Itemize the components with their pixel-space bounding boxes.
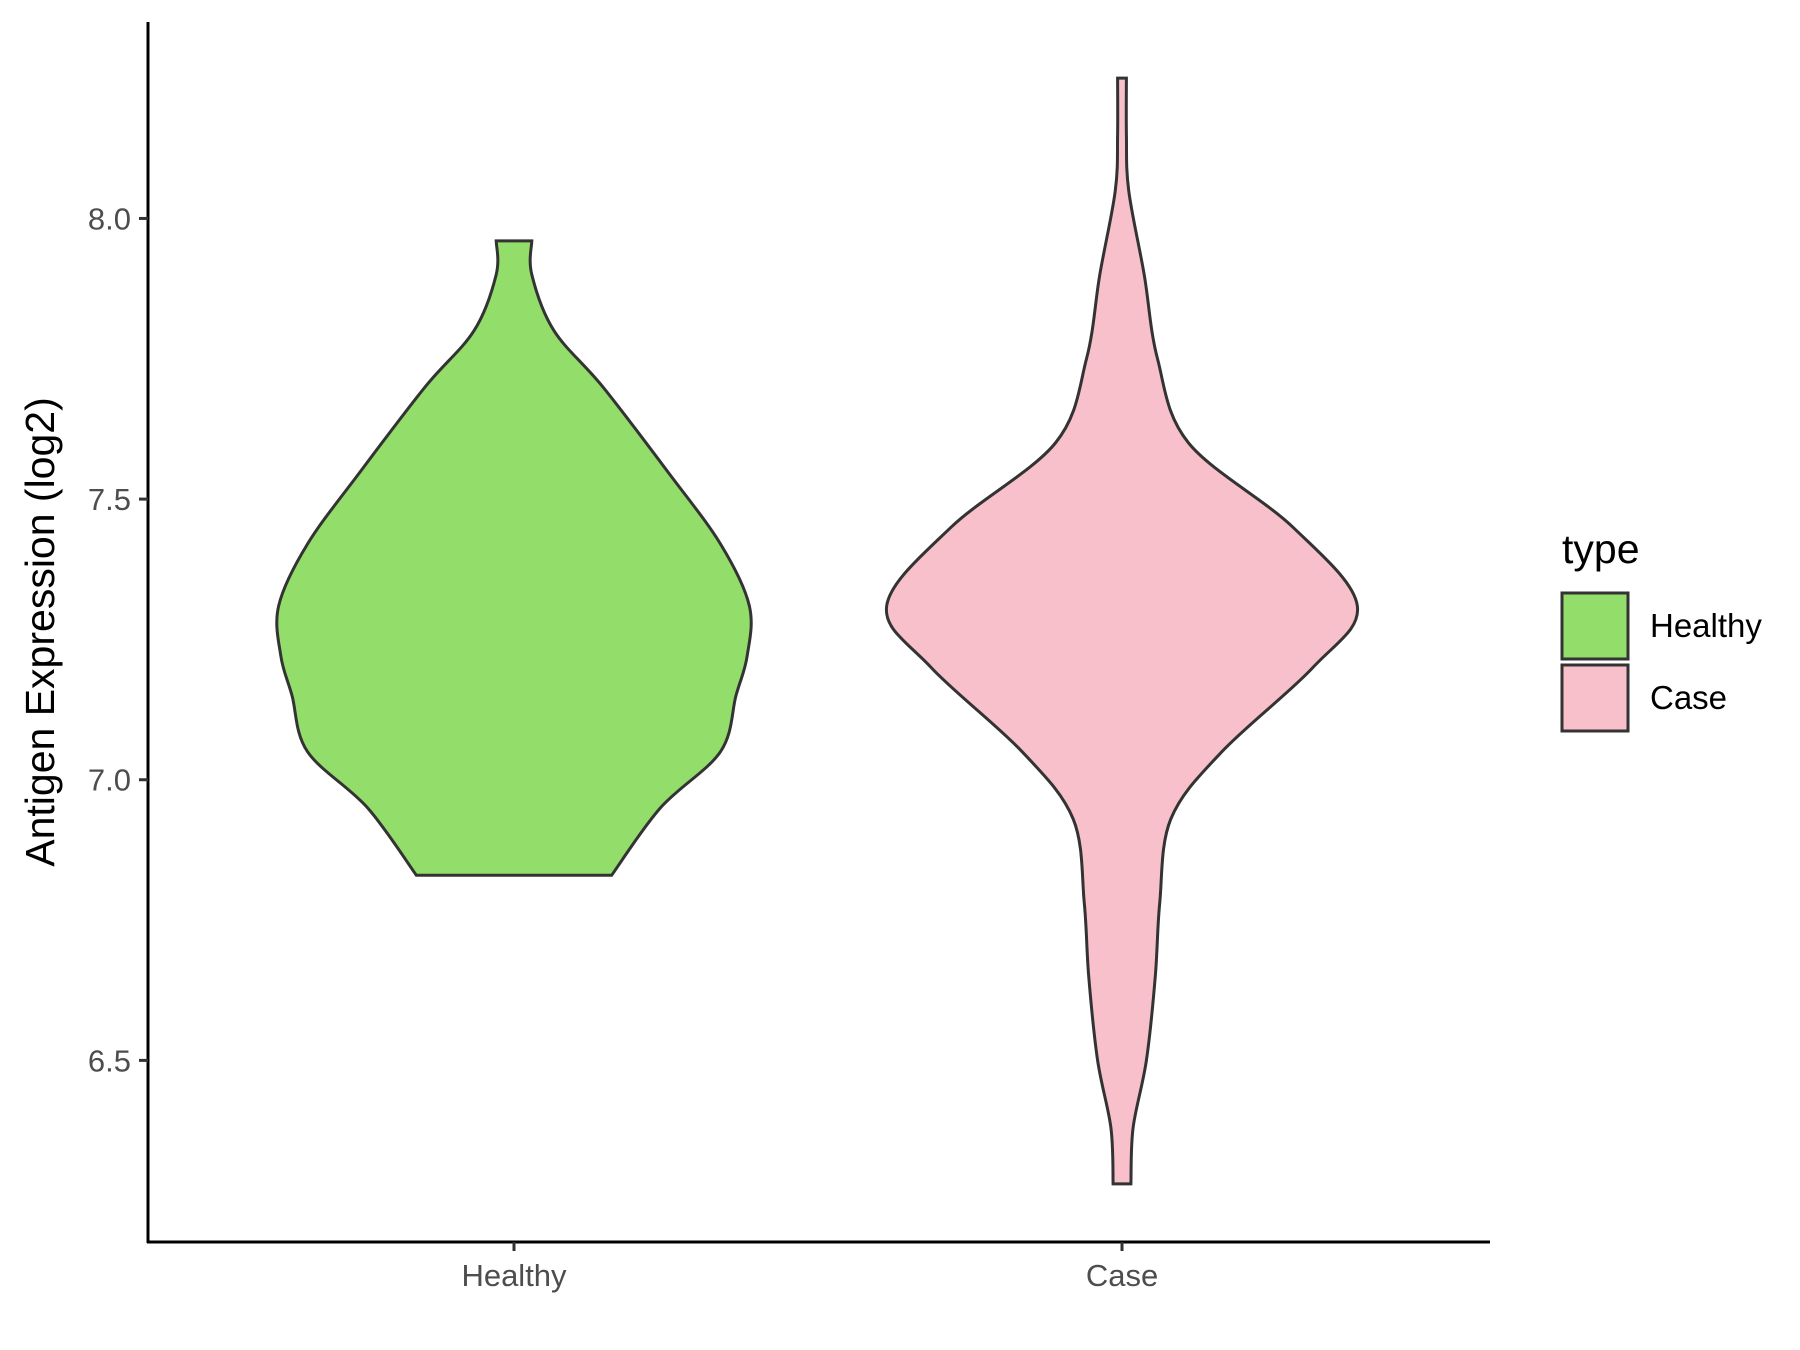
legend-swatch-healthy <box>1560 591 1630 661</box>
legend-label-case: Case <box>1650 679 1727 716</box>
y-tick-label: 7.5 <box>88 482 131 517</box>
y-tick-label: 7.0 <box>88 763 131 798</box>
legend-label-healthy: Healthy <box>1650 607 1762 644</box>
violin-healthy <box>275 239 753 877</box>
legend-items: Healthy Case <box>1560 591 1762 733</box>
legend-swatch-case <box>1560 663 1630 733</box>
violin-layer <box>275 76 1359 1186</box>
y-ticks: 6.5 7.0 7.5 8.0 <box>88 201 148 1078</box>
y-tick-label: 6.5 <box>88 1043 131 1078</box>
legend-title: type <box>1562 526 1640 572</box>
y-axis-title: Antigen Expression (log2) <box>17 397 63 866</box>
violin-case <box>885 76 1359 1186</box>
legend: type Healthy Case <box>1560 526 1762 733</box>
x-ticks: Healthy Case <box>461 1242 1158 1293</box>
x-tick-label-case: Case <box>1086 1258 1158 1293</box>
x-tick-label-healthy: Healthy <box>461 1258 567 1293</box>
axes <box>146 22 1490 1244</box>
y-tick-label: 8.0 <box>88 201 131 236</box>
